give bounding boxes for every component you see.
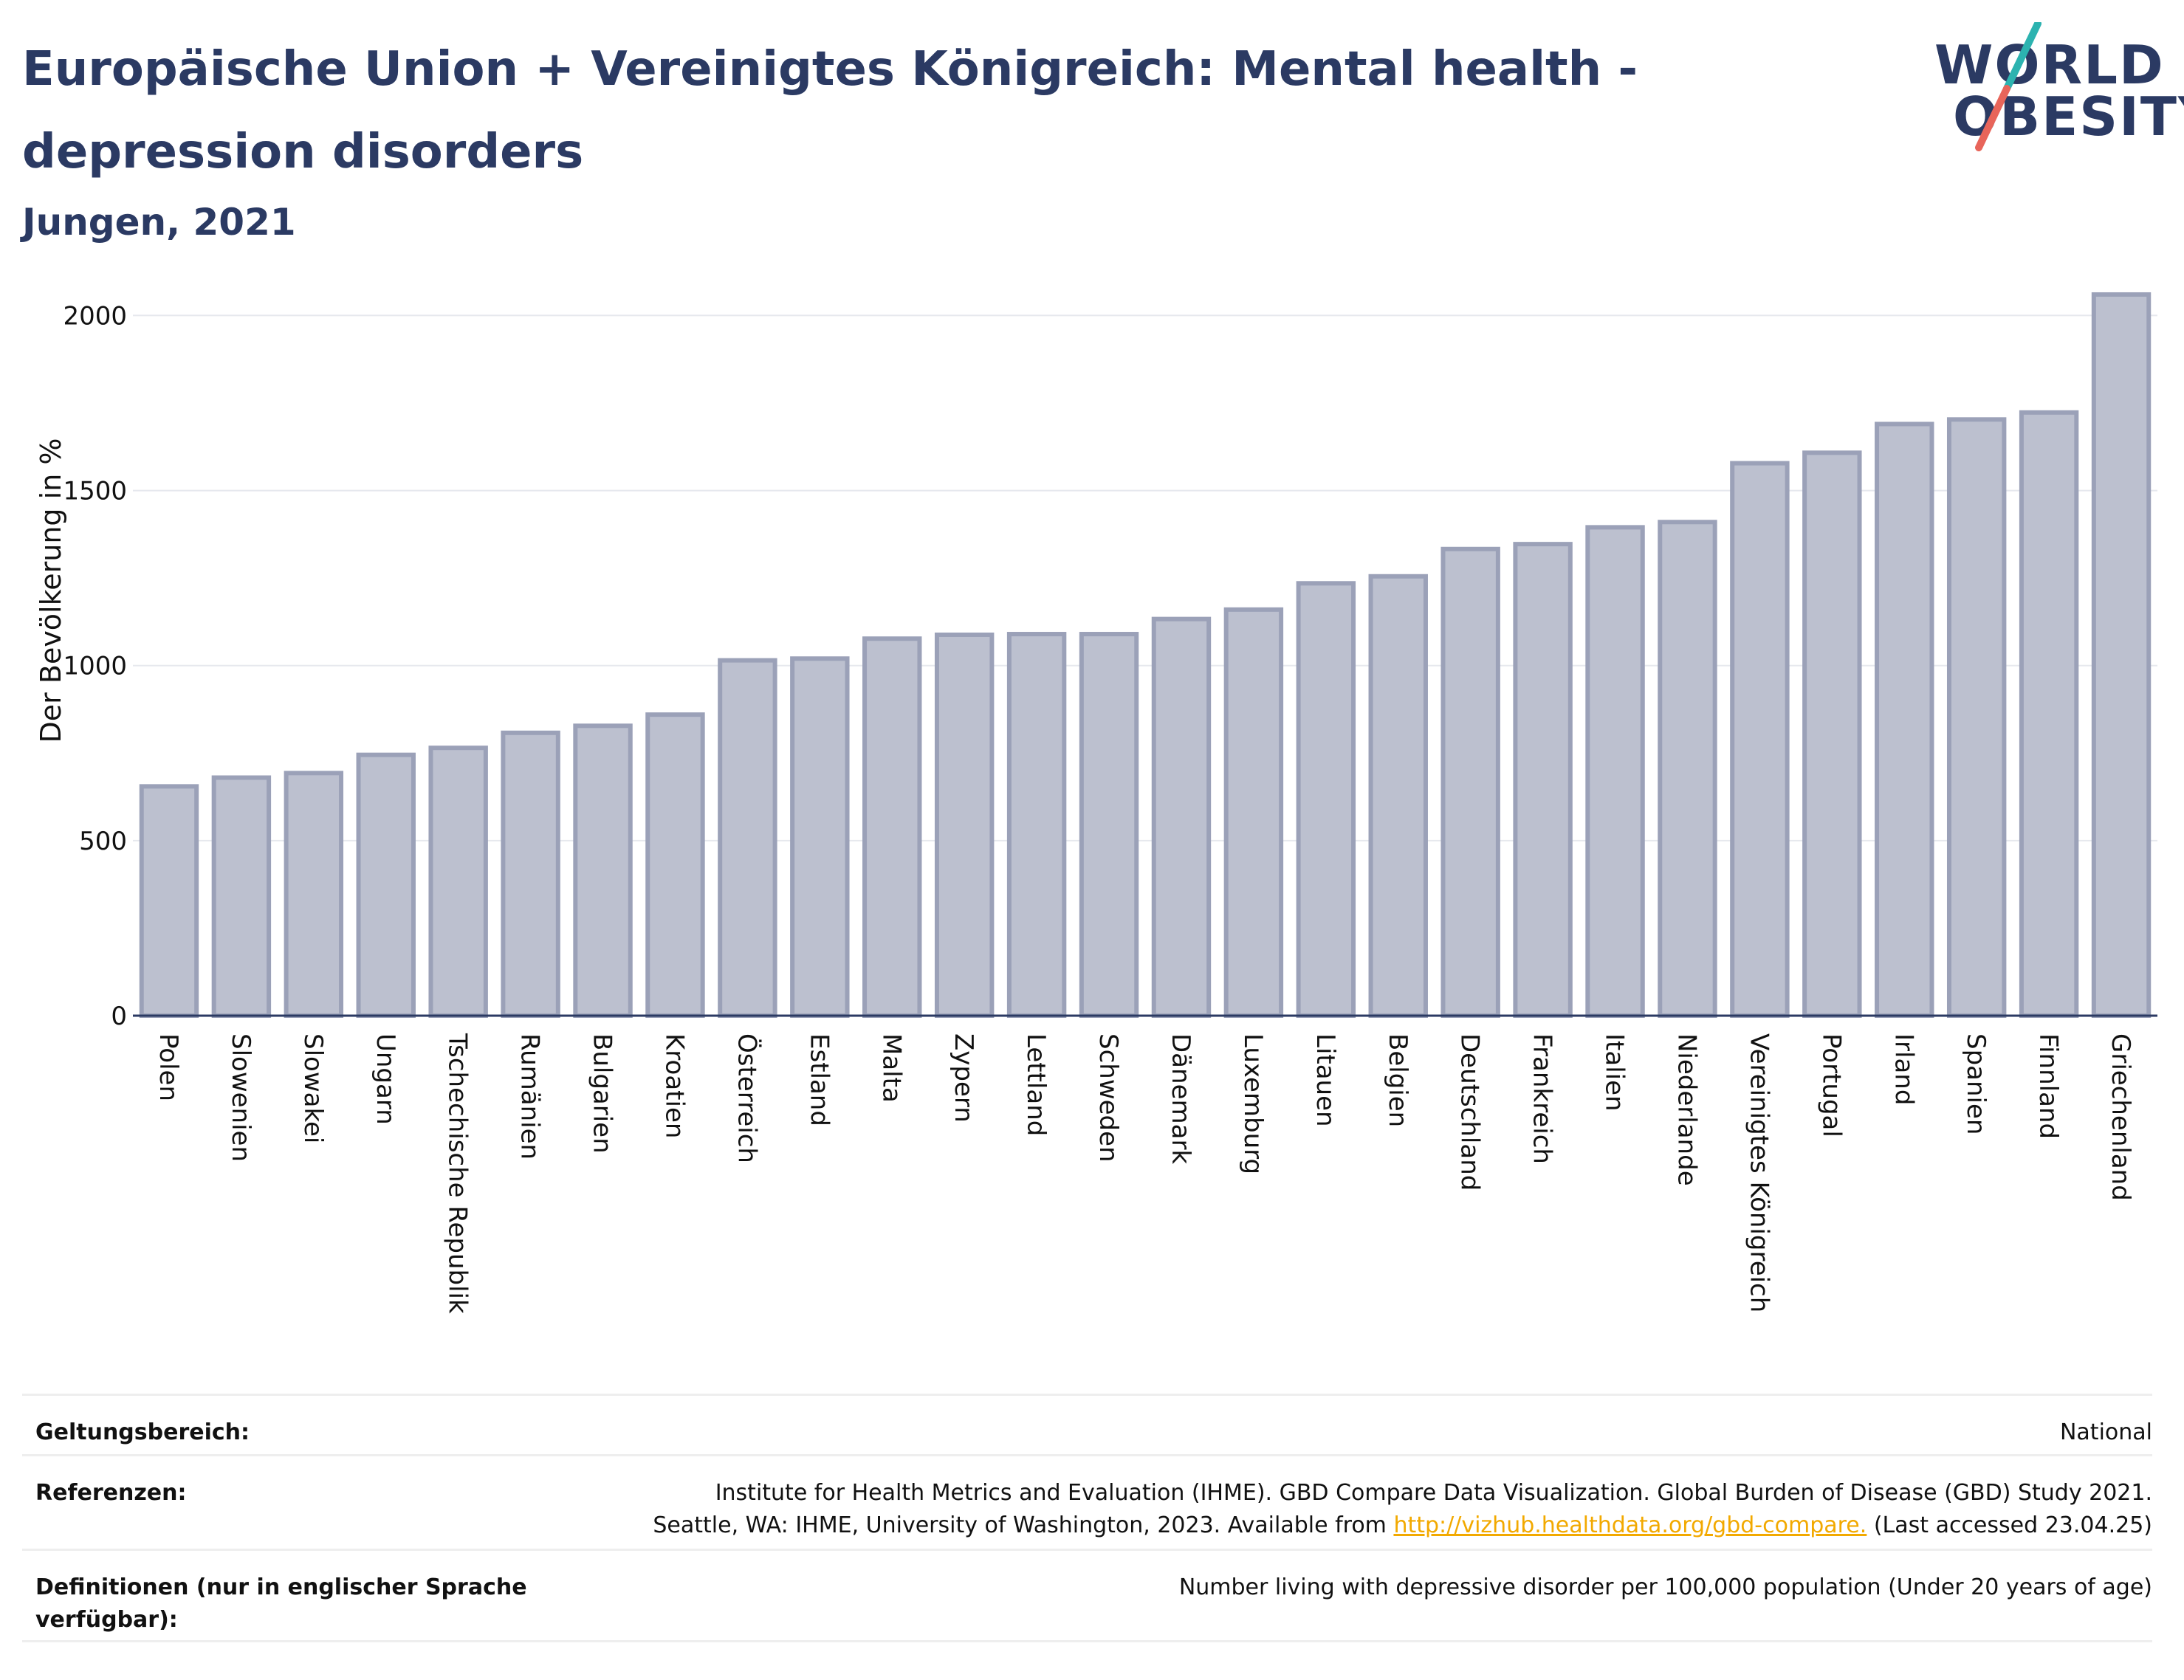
x-tick-label: Spanien <box>1961 1033 1991 1135</box>
x-tick-label: Litauen <box>1311 1033 1340 1127</box>
definitions-value: Number living with depressive disorder p… <box>1178 1574 2152 1600</box>
bar-spanien[interactable] <box>1946 417 2007 1018</box>
bar-belgien[interactable] <box>1368 574 1428 1018</box>
bar-finnland[interactable] <box>2019 410 2079 1018</box>
bar-luxemburg[interactable] <box>1223 607 1284 1018</box>
bar-frankreich[interactable] <box>1513 542 1573 1018</box>
bar-malta[interactable] <box>862 636 922 1018</box>
scope-value: National <box>2059 1419 2152 1445</box>
x-tick-label: Dänemark <box>1166 1033 1195 1164</box>
x-tick-label: Polen <box>154 1033 183 1101</box>
bar-lettland[interactable] <box>1006 632 1067 1018</box>
chart-subtitle: Jungen, 2021 <box>22 201 296 244</box>
x-tick-label: Tschechische Republik <box>443 1033 473 1314</box>
info-row-definitions: Definitionen (nur in englischer Sprache … <box>22 1549 2152 1642</box>
x-tick-label: Finnland <box>2033 1033 2063 1139</box>
x-tick-label: Ungarn <box>371 1033 400 1125</box>
x-tick-label: Irland <box>1889 1033 1918 1105</box>
x-tick-label: Schweden <box>1093 1033 1123 1163</box>
scope-label: Geltungsbereich: <box>35 1419 250 1445</box>
references-value: Institute for Health Metrics and Evaluat… <box>602 1477 2152 1542</box>
bar-litauen[interactable] <box>1296 581 1356 1018</box>
bar-portugal[interactable] <box>1802 450 1862 1018</box>
bar-estland[interactable] <box>790 656 850 1018</box>
bar-griechenland[interactable] <box>2091 292 2152 1018</box>
world-obesity-logo: WORLD OBESITY <box>1920 22 2184 155</box>
bar-zypern[interactable] <box>934 632 995 1018</box>
x-tick-label: Luxemburg <box>1238 1033 1268 1174</box>
x-tick-label: Frankreich <box>1528 1033 1557 1164</box>
y-tick-label: 1000 <box>63 652 127 681</box>
x-tick-label: Kroatien <box>659 1033 689 1138</box>
x-tick-label: Österreich <box>732 1033 762 1163</box>
bar-irland[interactable] <box>1875 421 1934 1018</box>
bar-österreich[interactable] <box>718 658 777 1018</box>
references-line2: Seattle, WA: IHME, University of Washing… <box>602 1509 2152 1542</box>
bar-polen[interactable] <box>139 784 199 1019</box>
x-tick-label: Deutschland <box>1455 1033 1485 1191</box>
y-tick-labels: 0 500 1000 1500 2000 <box>63 301 127 1031</box>
logo-slash-icon <box>1975 22 2042 151</box>
references-link[interactable]: http://vizhub.healthdata.org/gbd-compare… <box>1393 1512 1867 1538</box>
bar-tschechische-republik[interactable] <box>428 746 488 1019</box>
bar-bulgarien[interactable] <box>573 723 633 1018</box>
x-tick-label: Italien <box>1600 1033 1630 1112</box>
x-tick-label: Portugal <box>1816 1033 1846 1137</box>
x-tick-label: Slowakei <box>298 1033 328 1143</box>
bar-schweden[interactable] <box>1079 632 1139 1018</box>
y-tick-label: 0 <box>111 1002 127 1031</box>
x-tick-label: Slowenien <box>226 1033 255 1162</box>
bar-italien[interactable] <box>1585 525 1645 1018</box>
x-tick-label: Lettland <box>1021 1033 1051 1136</box>
bar-deutschland[interactable] <box>1440 546 1500 1018</box>
x-tick-label: Rumänien <box>515 1033 545 1160</box>
bar-ungarn[interactable] <box>356 752 416 1019</box>
info-bottom-divider <box>22 1640 2152 1642</box>
x-tick-label: Belgien <box>1383 1033 1412 1127</box>
y-tick-label: 2000 <box>63 301 127 331</box>
references-line2-text: Seattle, WA: IHME, University of Washing… <box>653 1512 1394 1538</box>
x-tick-label: Vereinigtes Königreich <box>1744 1033 1773 1312</box>
bar-chart: 0 500 1000 1500 2000 Polen Slowenien Slowakei U… <box>35 292 2157 1314</box>
x-tick-label: Zypern <box>949 1033 978 1123</box>
chart-title: Europäische Union + Vereinigtes Königrei… <box>22 42 1638 179</box>
x-tick-labels: Polen Slowenien Slowakei Ungarn Tschechische… <box>154 1033 2135 1314</box>
x-tick-label: Griechenland <box>2106 1033 2135 1201</box>
bar-slowakei[interactable] <box>284 771 344 1018</box>
bar-kroatien[interactable] <box>645 712 705 1018</box>
info-row-scope: Geltungsbereich: National <box>22 1394 2152 1455</box>
x-tick-label: Malta <box>876 1033 906 1103</box>
x-tick-label: Bulgarien <box>588 1033 617 1154</box>
bar-dänemark[interactable] <box>1151 616 1212 1018</box>
bars <box>139 292 2152 1019</box>
references-line1: Institute for Health Metrics and Evaluat… <box>715 1480 2152 1506</box>
references-accessed: (Last accessed 23.04.25) <box>1867 1512 2152 1538</box>
bar-rumänien[interactable] <box>501 730 560 1019</box>
info-row-references: Referenzen: Institute for Health Metrics… <box>22 1454 2152 1549</box>
references-label: Referenzen: <box>35 1480 187 1506</box>
definitions-label: Definitionen (nur in englischer Sprache … <box>35 1574 527 1633</box>
x-tick-label: Estland <box>804 1033 834 1126</box>
y-axis-label: Der Bevölkerung in % <box>35 438 67 743</box>
bar-vereinigtes-königreich[interactable] <box>1730 461 1790 1018</box>
y-tick-label: 500 <box>79 827 127 856</box>
bar-niederlande[interactable] <box>1658 520 1717 1018</box>
logo-text-line1: WORLD <box>1934 34 2165 96</box>
bar-slowenien[interactable] <box>211 775 272 1018</box>
x-tick-label: Niederlande <box>1672 1033 1701 1186</box>
y-tick-label: 1500 <box>63 477 127 506</box>
